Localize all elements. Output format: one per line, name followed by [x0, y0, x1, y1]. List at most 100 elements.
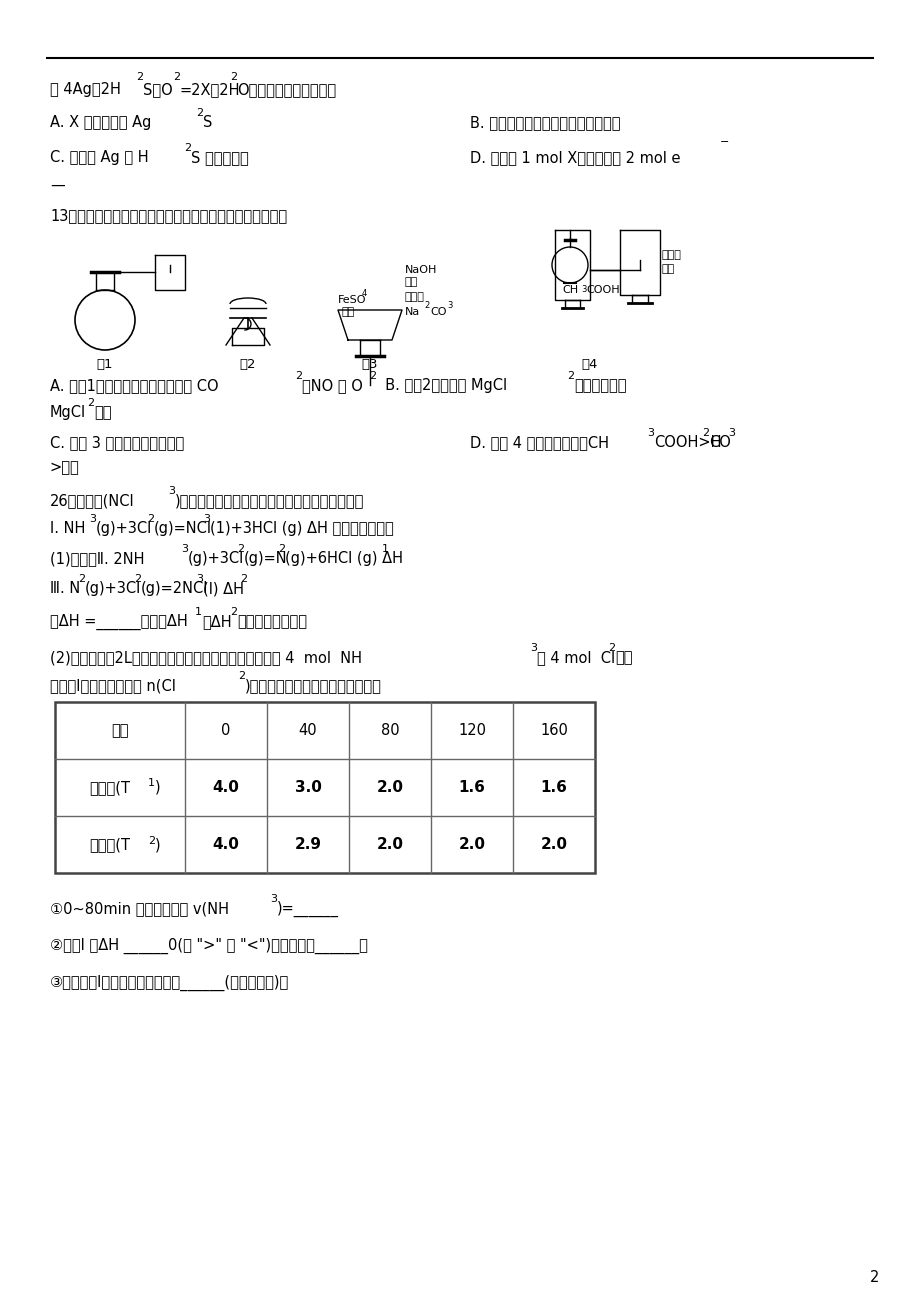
- Text: 3: 3: [89, 514, 96, 523]
- Text: 1: 1: [195, 607, 202, 617]
- Text: C. 反应中 Ag 和 H: C. 反应中 Ag 和 H: [50, 150, 149, 165]
- Text: 晶体: 晶体: [94, 405, 111, 421]
- Text: A. 用图1所示装置可分别制取少量 CO: A. 用图1所示装置可分别制取少量 CO: [50, 378, 219, 393]
- Text: 图2: 图2: [240, 358, 256, 371]
- Text: 2: 2: [566, 371, 573, 381]
- Text: 2: 2: [184, 143, 191, 154]
- Text: 4.0: 4.0: [212, 837, 239, 852]
- Text: 3: 3: [447, 301, 452, 310]
- Text: 3: 3: [581, 285, 585, 294]
- Text: ②反应Ⅰ 的ΔH ______0(填 ">" 或 "<")，其原因为______。: ②反应Ⅰ 的ΔH ______0(填 ">" 或 "<")，其原因为______…: [50, 937, 368, 954]
- Text: 饱和溶液制备: 饱和溶液制备: [573, 378, 626, 393]
- Text: 2: 2: [230, 607, 237, 617]
- Text: (g)+3Cl: (g)+3Cl: [96, 521, 152, 536]
- Text: 13．利用如图的实验装置进行实验，能够达到实验目的的是: 13．利用如图的实验装置进行实验，能够达到实验目的的是: [50, 208, 287, 223]
- Text: S: S: [203, 115, 212, 130]
- Text: ①0~80min 内，容器甲中 v(NH: ①0~80min 内，容器甲中 v(NH: [50, 901, 229, 917]
- Text: S 均是还原剂: S 均是还原剂: [191, 150, 248, 165]
- Text: )是一种饮用水二级消毒剂，可由以下反应制备：: )是一种饮用水二级消毒剂，可由以下反应制备：: [175, 493, 364, 508]
- Text: (l) ΔH: (l) ΔH: [203, 581, 244, 596]
- Text: CO: CO: [429, 307, 446, 316]
- Text: 容器乙(T: 容器乙(T: [89, 837, 130, 852]
- Text: 3: 3: [203, 514, 210, 523]
- Text: Ⅰ. NH: Ⅰ. NH: [50, 521, 85, 536]
- Text: 2: 2: [134, 574, 141, 585]
- Text: 2: 2: [230, 72, 237, 82]
- Text: 图4: 图4: [581, 358, 597, 371]
- Text: ③关于反应Ⅰ，下列说法正确的是______(填选项字母)。: ③关于反应Ⅰ，下列说法正确的是______(填选项字母)。: [50, 975, 289, 991]
- Text: 3: 3: [646, 428, 653, 437]
- Text: 是 4Ag＋2H: 是 4Ag＋2H: [50, 82, 120, 98]
- Text: C. 用图 3 装置制备氢氧化亚铁: C. 用图 3 装置制备氢氧化亚铁: [50, 435, 184, 450]
- Text: (g)=NCl: (g)=NCl: [153, 521, 211, 536]
- Text: ): ): [154, 780, 161, 796]
- Text: −: −: [720, 137, 729, 147]
- Text: 2.0: 2.0: [376, 780, 403, 796]
- Text: 2: 2: [369, 371, 376, 381]
- Text: 容器甲(T: 容器甲(T: [89, 780, 130, 796]
- Text: 图1: 图1: [96, 358, 113, 371]
- Text: 3: 3: [196, 574, 203, 585]
- Text: 2: 2: [869, 1271, 879, 1285]
- Text: (g)=N: (g)=N: [244, 551, 288, 566]
- Text: 2: 2: [295, 371, 301, 381]
- Text: 40: 40: [299, 723, 317, 738]
- Text: MgCl: MgCl: [50, 405, 86, 421]
- Text: —: —: [50, 178, 64, 193]
- Text: Na: Na: [404, 307, 420, 316]
- Text: 3: 3: [529, 643, 537, 654]
- Text: B. 用图2装置蒸干 MgCl: B. 用图2装置蒸干 MgCl: [376, 378, 506, 393]
- Text: 和ΔH: 和ΔH: [202, 615, 232, 629]
- Text: 4: 4: [361, 289, 367, 298]
- Text: 2: 2: [424, 301, 429, 310]
- Text: (g)=2NCl: (g)=2NCl: [141, 581, 208, 596]
- Text: 2: 2: [701, 428, 709, 437]
- Text: 植物油: 植物油: [404, 292, 425, 302]
- Text: 图3: 图3: [361, 358, 378, 371]
- Text: 生反应Ⅰ，测得两容器中 n(Cl: 生反应Ⅰ，测得两容器中 n(Cl: [50, 678, 176, 693]
- Text: >硅酸: >硅酸: [50, 460, 80, 475]
- Text: ，发: ，发: [614, 650, 632, 665]
- Text: 2: 2: [87, 398, 94, 408]
- Text: 2: 2: [238, 671, 244, 681]
- Text: 3: 3: [727, 428, 734, 437]
- Bar: [55, 702, 595, 874]
- Text: CH: CH: [562, 285, 577, 296]
- Text: 3.0: 3.0: [294, 780, 321, 796]
- Text: 溶液: 溶液: [342, 307, 355, 316]
- Text: S＋O: S＋O: [142, 82, 173, 98]
- Text: 3: 3: [181, 544, 187, 553]
- Text: D. 每生成 1 mol X，反应转移 2 mol e: D. 每生成 1 mol X，反应转移 2 mol e: [470, 150, 680, 165]
- Text: 2.0: 2.0: [376, 837, 403, 852]
- Text: 的代数式表示）。: 的代数式表示）。: [237, 615, 307, 629]
- Text: 2: 2: [607, 643, 615, 654]
- Text: 2.0: 2.0: [540, 837, 567, 852]
- Text: 2: 2: [196, 108, 203, 118]
- Text: 1.6: 1.6: [540, 780, 567, 796]
- Text: (g)+6HCl (g) ΔH: (g)+6HCl (g) ΔH: [285, 551, 403, 566]
- Text: 80: 80: [380, 723, 399, 738]
- Text: )=______: )=______: [277, 901, 338, 917]
- Text: (g)+3Cl: (g)+3Cl: [187, 551, 244, 566]
- Text: Ⅲ. N: Ⅲ. N: [50, 581, 80, 596]
- Text: O，下列说法不正确的是: O，下列说法不正确的是: [237, 82, 335, 98]
- Text: CO: CO: [709, 435, 730, 450]
- Text: COOH>H: COOH>H: [653, 435, 720, 450]
- Text: )随反应时间的变化情况如表所示：: )随反应时间的变化情况如表所示：: [244, 678, 381, 693]
- Text: (1)+3HCl (g) ΔH 回答下列问题：: (1)+3HCl (g) ΔH 回答下列问题：: [210, 521, 393, 536]
- Text: 2: 2: [240, 574, 247, 585]
- Text: 2: 2: [136, 72, 143, 82]
- Text: 120: 120: [458, 723, 485, 738]
- Text: ): ): [154, 837, 161, 852]
- Text: 溶液: 溶液: [662, 264, 675, 273]
- Text: 3: 3: [269, 894, 277, 904]
- Text: B. 银针验毒时，空气中氧气得到电子: B. 银针验毒时，空气中氧气得到电子: [470, 115, 619, 130]
- Text: 2: 2: [173, 72, 180, 82]
- Text: 2.9: 2.9: [294, 837, 321, 852]
- Text: 2.0: 2.0: [458, 837, 485, 852]
- Text: 26．三氯胺(NCl: 26．三氯胺(NCl: [50, 493, 134, 508]
- Text: 硅酸钠: 硅酸钠: [662, 250, 681, 260]
- Text: D. 用图 4 装置证明酸性：CH: D. 用图 4 装置证明酸性：CH: [470, 435, 608, 450]
- Text: =2X＋2H: =2X＋2H: [180, 82, 240, 98]
- Text: (g)+3Cl: (g)+3Cl: [85, 581, 142, 596]
